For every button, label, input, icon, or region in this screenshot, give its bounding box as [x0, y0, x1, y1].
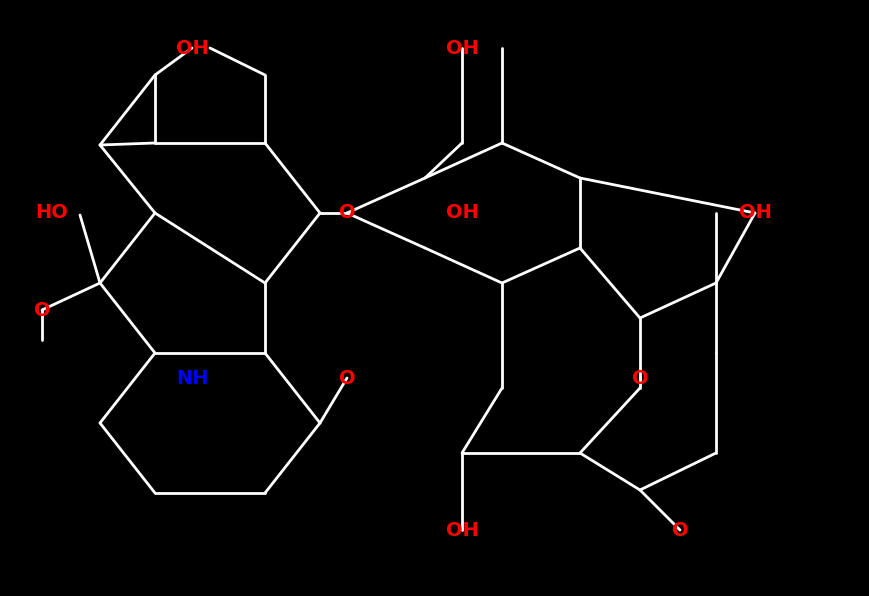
Text: OH: OH	[446, 39, 479, 57]
Text: O: O	[339, 368, 355, 387]
Text: O: O	[632, 368, 648, 387]
Text: O: O	[672, 520, 688, 539]
Text: O: O	[339, 203, 355, 222]
Text: OH: OH	[739, 203, 772, 222]
Text: OH: OH	[446, 203, 479, 222]
Text: O: O	[34, 300, 50, 319]
Text: HO: HO	[35, 203, 68, 222]
Text: OH: OH	[446, 520, 479, 539]
Text: NH: NH	[176, 368, 209, 387]
Text: OH: OH	[176, 39, 209, 57]
